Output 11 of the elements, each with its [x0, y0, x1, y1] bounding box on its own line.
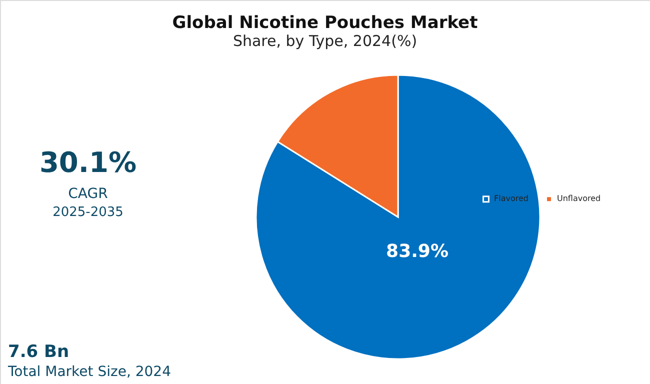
chart-subtitle: Share, by Type, 2024(%): [232, 32, 418, 50]
text: CAGR: [68, 186, 108, 202]
data-label: 83.9%: [386, 240, 448, 262]
text: 30.1%: [39, 146, 137, 179]
pie-slice: [255, 74, 541, 360]
text: Total Market Size, 2024: [7, 364, 172, 380]
text: 7.6 Bn: [8, 342, 70, 362]
text: 2025-2035: [52, 205, 124, 220]
legend-label: Flavored: [494, 194, 528, 204]
chart-title: Global Nicotine Pouches Market: [172, 13, 478, 33]
legend-label: Unflavored: [557, 194, 601, 204]
